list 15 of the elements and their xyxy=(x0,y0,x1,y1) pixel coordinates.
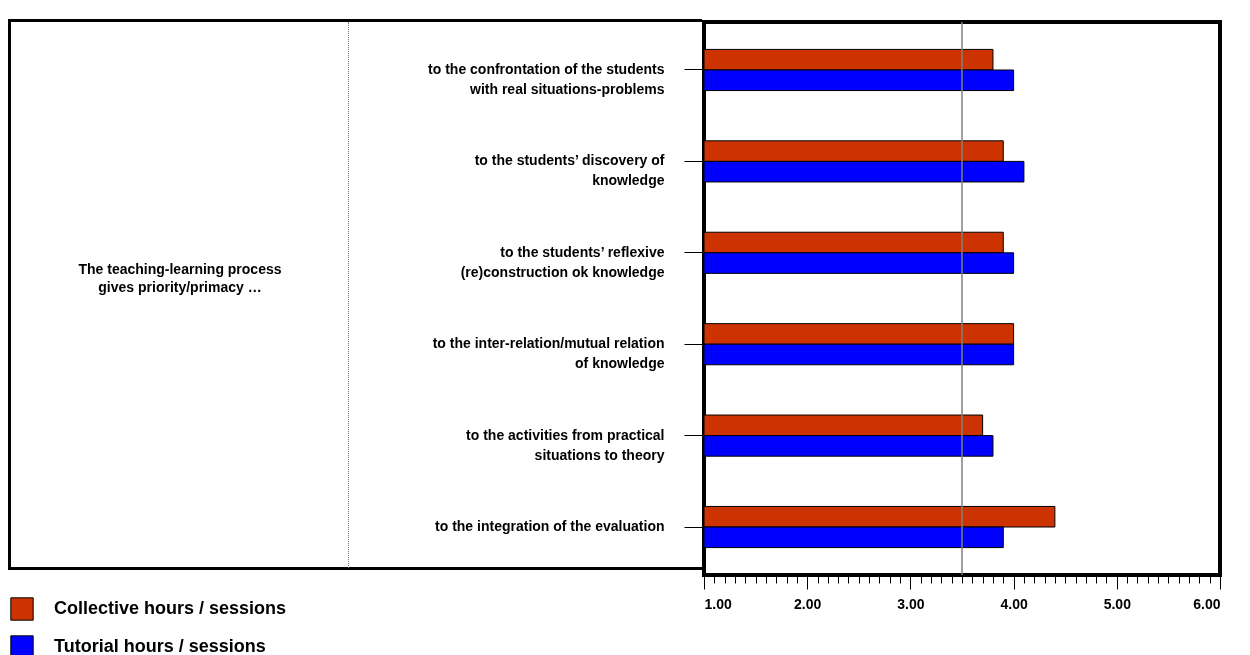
y-tick-label: to the students’ discovery of knowledge xyxy=(474,152,665,189)
x-tick-label: 5.00 xyxy=(1103,595,1132,612)
y-tick-label: to the activities from practical situations to theory xyxy=(466,426,665,463)
x-tick-label: 3.00 xyxy=(897,595,925,612)
y-tick-label: to the inter-relation/mutual relation of knowledge xyxy=(432,335,665,372)
legend-label: Collective hours / sessions xyxy=(54,598,287,618)
y-tick-label: to the students’ reflexive (re)construction ok knowledge xyxy=(460,243,665,280)
x-tick-label: 1.00 xyxy=(704,595,732,612)
y-tick-label: to the confrontation of the students with real situations-problems xyxy=(428,60,665,97)
x-tick-label: 4.00 xyxy=(1000,595,1028,612)
x-tick-label: 2.00 xyxy=(794,595,822,612)
x-tick-label: 6.00 xyxy=(1193,595,1221,612)
y-tick-label: to the integration of the evaluation xyxy=(435,518,665,535)
text: The teaching-learning process gives priority/primacy … xyxy=(77,260,283,296)
legend-label: Tutorial hours / sessions xyxy=(54,636,266,655)
